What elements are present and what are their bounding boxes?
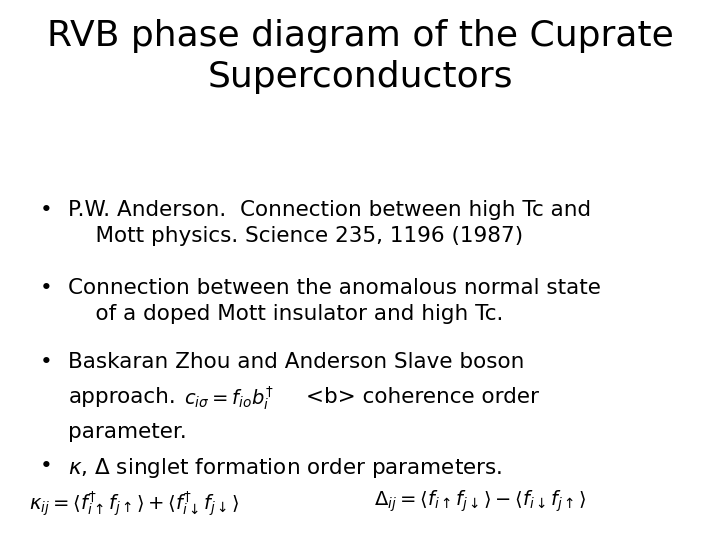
Text: RVB phase diagram of the Cuprate
Superconductors: RVB phase diagram of the Cuprate Superco… xyxy=(47,19,673,93)
Text: $c_{i\sigma} = f_{io}b^{\dagger}_{i}$: $c_{i\sigma} = f_{io}b^{\dagger}_{i}$ xyxy=(184,384,273,413)
Text: Baskaran Zhou and Anderson Slave boson: Baskaran Zhou and Anderson Slave boson xyxy=(68,352,525,372)
Text: $\Delta_{ij} = \langle f_{i\uparrow}f_{j\downarrow}\rangle - \langle f_{i\downar: $\Delta_{ij} = \langle f_{i\uparrow}f_{j… xyxy=(374,489,587,514)
Text: P.W. Anderson.  Connection between high Tc and
    Mott physics. Science 235, 11: P.W. Anderson. Connection between high T… xyxy=(68,200,592,246)
Text: $\kappa$, $\Delta$ singlet formation order parameters.: $\kappa$, $\Delta$ singlet formation ord… xyxy=(68,456,503,480)
Text: •: • xyxy=(40,456,53,476)
Text: approach.: approach. xyxy=(68,387,176,407)
Text: •: • xyxy=(40,352,53,372)
Text: •: • xyxy=(40,278,53,298)
Text: •: • xyxy=(40,200,53,220)
Text: parameter.: parameter. xyxy=(68,422,187,442)
Text: $\kappa_{ij} = \langle f^{\dagger}_{i\uparrow}f_{j\uparrow}\rangle + \langle f^{: $\kappa_{ij} = \langle f^{\dagger}_{i\up… xyxy=(29,489,239,517)
Text: Connection between the anomalous normal state
    of a doped Mott insulator and : Connection between the anomalous normal … xyxy=(68,278,601,325)
Text: <b> coherence order: <b> coherence order xyxy=(306,387,539,407)
